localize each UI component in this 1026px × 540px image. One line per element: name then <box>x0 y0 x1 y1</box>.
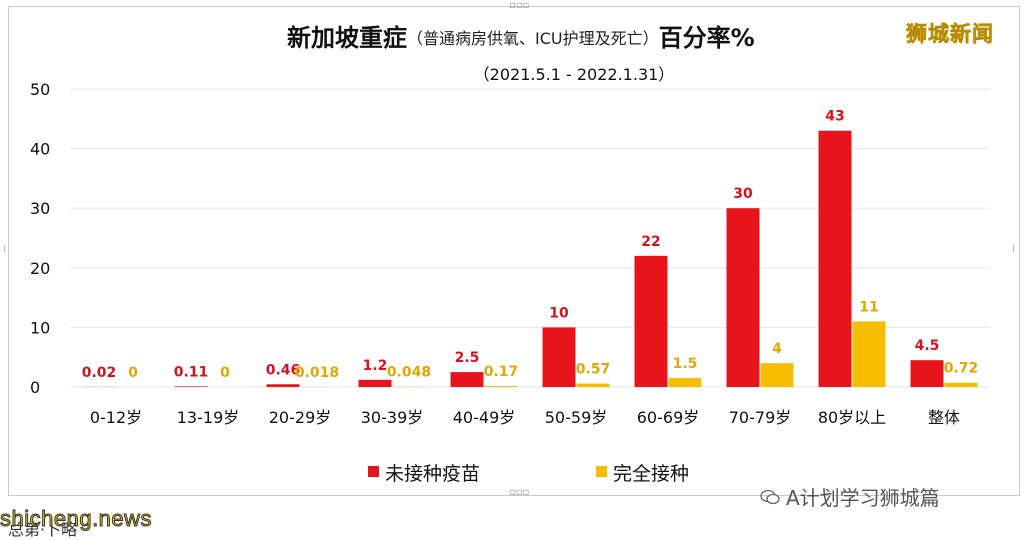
chart-title: 新加坡重症（普通病房供氧、ICU护理及死亡）百分率% <box>287 24 755 52</box>
bar-unvaccinated <box>267 384 300 387</box>
data-label-unvaccinated: 10 <box>549 305 569 321</box>
data-label-vaccinated: 0.048 <box>387 365 431 381</box>
bar-unvaccinated <box>635 256 668 387</box>
grid-lines <box>70 89 990 387</box>
account-name: A计划学习狮城篇 <box>786 482 940 511</box>
x-tick-label: 30-39岁 <box>361 408 424 427</box>
data-label-unvaccinated: 0.11 <box>174 364 209 380</box>
bar-unvaccinated <box>175 386 208 387</box>
data-label-unvaccinated: 30 <box>733 186 753 202</box>
data-label-vaccinated: 0.57 <box>576 362 611 378</box>
legend-swatch-vaccinated <box>596 466 607 477</box>
data-label-vaccinated: 11 <box>859 299 878 315</box>
account-watermark: A计划学习狮城篇 <box>760 482 940 511</box>
bar-vaccinated <box>485 386 518 387</box>
wechat-icon <box>760 489 780 505</box>
data-label-vaccinated: 0 <box>128 365 138 381</box>
legend-label-unvaccinated: 未接种疫苗 <box>385 463 480 485</box>
bar-unvaccinated <box>451 372 484 387</box>
bar-vaccinated <box>577 384 610 387</box>
y-tick-label: 40 <box>30 140 50 159</box>
x-tick-label: 20-29岁 <box>269 408 332 427</box>
bar-unvaccinated <box>359 380 392 387</box>
bar-unvaccinated <box>727 208 760 387</box>
y-axis-ticks: 0 10 20 30 40 50 <box>30 80 50 397</box>
site-watermark: shicheng.news <box>0 506 152 532</box>
data-label-vaccinated: 1.5 <box>673 356 698 372</box>
bar-vaccinated <box>669 378 702 387</box>
data-label-vaccinated: 0.17 <box>484 364 519 380</box>
x-tick-label: 40-49岁 <box>453 408 516 427</box>
legend-swatch-unvaccinated <box>368 466 379 477</box>
data-label-unvaccinated: 2.5 <box>455 350 480 366</box>
chart-title-main: 新加坡重症 <box>287 24 407 52</box>
data-label-unvaccinated: 43 <box>825 109 844 125</box>
bar-vaccinated <box>945 383 978 387</box>
x-tick-label: 50-59岁 <box>545 408 608 427</box>
data-label-unvaccinated: 1.2 <box>363 358 388 374</box>
x-tick-label: 70-79岁 <box>729 408 792 427</box>
chart-title-sub: （普通病房供氧、ICU护理及死亡） <box>407 29 659 48</box>
chart-period: （2021.5.1 - 2022.1.31） <box>474 65 675 84</box>
data-label-unvaccinated: 4.5 <box>915 338 940 354</box>
bars <box>83 131 978 387</box>
x-tick-label: 0-12岁 <box>90 408 142 427</box>
y-tick-label: 0 <box>30 378 40 397</box>
y-tick-label: 30 <box>30 199 50 218</box>
bar-unvaccinated <box>911 360 944 387</box>
x-tick-label: 60-69岁 <box>637 408 700 427</box>
bar-vaccinated <box>761 363 794 387</box>
data-label-vaccinated: 0.72 <box>944 361 979 377</box>
bar-vaccinated <box>853 321 886 387</box>
bar-unvaccinated <box>819 131 852 387</box>
y-tick-label: 50 <box>30 80 50 99</box>
chart-title-end: 百分率% <box>659 24 755 52</box>
legend: 未接种疫苗 完全接种 <box>368 463 689 485</box>
y-tick-label: 20 <box>30 259 50 278</box>
x-axis-ticks: 0-12岁 13-19岁 20-29岁 30-39岁 40-49岁 50-59岁 60-69… <box>90 408 960 427</box>
legend-label-vaccinated: 完全接种 <box>613 463 689 485</box>
bar-unvaccinated <box>543 327 576 387</box>
data-label-unvaccinated: 22 <box>641 234 660 250</box>
x-tick-label: 13-19岁 <box>177 408 240 427</box>
y-tick-label: 10 <box>30 318 50 337</box>
data-label-vaccinated: 0.018 <box>295 365 339 381</box>
brand-logo: 狮城新闻 <box>906 18 994 48</box>
x-tick-label: 整体 <box>928 408 960 427</box>
data-label-vaccinated: 0 <box>220 365 230 381</box>
x-tick-label: 80岁以上 <box>818 408 886 427</box>
data-label-vaccinated: 4 <box>772 341 782 357</box>
data-label-unvaccinated: 0.02 <box>82 365 117 381</box>
